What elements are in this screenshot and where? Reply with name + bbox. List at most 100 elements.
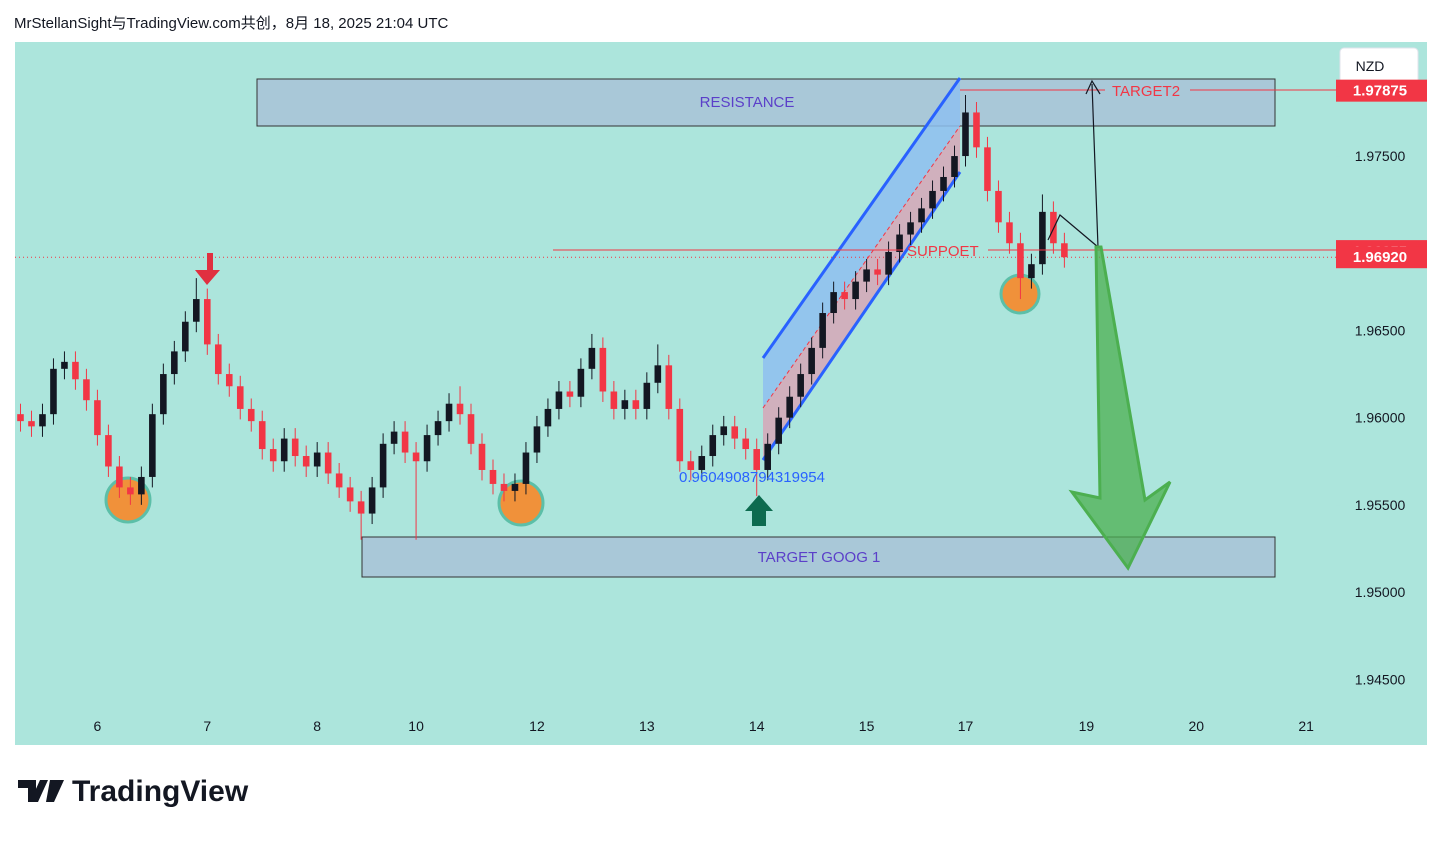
candle-body <box>731 426 739 439</box>
channel-top <box>761 77 962 359</box>
candle-body <box>258 421 266 450</box>
candle-body <box>379 443 387 488</box>
candle-body <box>445 403 453 422</box>
candle-body <box>720 426 728 436</box>
candle-body <box>28 421 35 427</box>
candle-body <box>885 251 892 275</box>
candle-body <box>764 443 771 470</box>
candle-body <box>709 435 717 457</box>
candle-body <box>335 473 343 488</box>
x-tick-label: 8 <box>313 718 321 734</box>
y-tick-label: 1.95500 <box>1355 497 1406 513</box>
candle-body <box>797 374 804 397</box>
candle-body <box>423 435 431 462</box>
candle-body <box>50 368 57 415</box>
plot-background <box>15 42 1427 745</box>
candle-body <box>203 299 211 345</box>
candle-body <box>116 466 123 488</box>
candle-body <box>302 456 310 467</box>
x-tick-label: 13 <box>639 718 655 734</box>
candle-body <box>984 147 991 191</box>
candle-body <box>214 344 222 375</box>
up-arrow <box>745 495 773 526</box>
y-tick-label: 1.96500 <box>1355 322 1406 338</box>
candle-body <box>522 452 530 484</box>
candle-body <box>357 501 365 514</box>
candle-body <box>1039 211 1046 265</box>
candle-body <box>127 487 134 495</box>
candle-body <box>588 347 596 369</box>
target1-label: TARGET GOOG 1 <box>758 549 881 566</box>
candle-body <box>269 449 277 462</box>
channel-lower <box>763 126 960 460</box>
candle-body <box>368 487 376 514</box>
candle-body <box>83 379 90 401</box>
candle-body <box>665 365 673 409</box>
candle-body <box>313 452 321 467</box>
candle-body <box>434 421 442 436</box>
support-label: SUPPOET <box>907 243 979 260</box>
candle-body <box>687 461 695 470</box>
header-text: MrStellanSight与TradingView.com共创，8月 18, … <box>14 15 449 32</box>
candle-body <box>182 321 189 352</box>
candle-body <box>280 438 288 462</box>
candle-body <box>478 443 486 470</box>
candle-body <box>500 483 508 491</box>
candle-body <box>874 269 881 275</box>
candle-body <box>753 449 761 470</box>
candle-body <box>160 374 167 415</box>
candle-body <box>775 417 782 444</box>
x-tick-label: 6 <box>94 718 102 734</box>
candle-body <box>511 483 519 491</box>
candle-body <box>533 426 541 453</box>
price-label-box <box>1336 79 1427 102</box>
price-label: 1.96920 <box>1353 249 1407 266</box>
price-label-box <box>1336 246 1427 269</box>
candle-body <box>291 438 299 457</box>
candle-body <box>390 431 398 444</box>
candle-body <box>225 374 233 387</box>
candle-body <box>577 368 585 397</box>
candle-body <box>17 414 24 422</box>
x-tick-label: 7 <box>203 718 211 734</box>
candle-body <box>643 382 651 409</box>
candle-body <box>149 414 156 477</box>
big-down-arrow <box>1068 245 1172 571</box>
candle-body <box>610 391 618 409</box>
candle-body <box>1006 222 1013 244</box>
candle-body <box>1028 264 1035 279</box>
candle-body <box>544 408 552 427</box>
candle-body <box>819 313 826 348</box>
candle-body <box>171 351 178 375</box>
candle-body <box>852 281 859 300</box>
y-tick-label: 1.96000 <box>1355 410 1406 426</box>
brand: TradingView <box>18 775 249 808</box>
candle-body <box>962 112 969 157</box>
candle-body <box>467 414 475 444</box>
candle-body <box>830 292 837 314</box>
candle-body <box>599 347 607 392</box>
y-tick-label: 1.95000 <box>1355 584 1406 600</box>
y-tick-label: 1.94500 <box>1355 671 1406 687</box>
x-tick-label: 17 <box>958 718 974 734</box>
candle-body <box>929 190 936 209</box>
candle-body <box>742 438 750 450</box>
y-tick-label: 1.97500 <box>1355 148 1406 164</box>
candle-body <box>193 299 200 322</box>
candle-body <box>456 403 464 415</box>
candle-body <box>918 208 925 223</box>
path-arrowhead <box>1085 79 1101 95</box>
candle-body <box>138 476 145 495</box>
candle-body <box>808 347 815 375</box>
x-tick-label: 21 <box>1298 718 1314 734</box>
candle-body <box>236 386 244 409</box>
candle-body <box>907 222 914 235</box>
level-label: 0.9604908794319954 <box>679 469 825 486</box>
candle-body <box>940 176 947 191</box>
candle-body <box>786 396 793 418</box>
target2-label: TARGET2 <box>1112 83 1180 100</box>
candle-body <box>841 292 848 300</box>
candle-body <box>698 456 706 470</box>
candle-body <box>489 469 497 484</box>
